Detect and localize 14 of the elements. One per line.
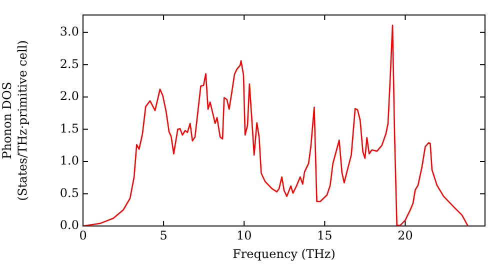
x-tick-label: 20 xyxy=(398,228,413,242)
x-tick-label: 5 xyxy=(160,228,168,242)
x-tick-label: 10 xyxy=(236,228,252,242)
y-tick-label: 2.5 xyxy=(60,56,79,71)
y-tick-label: 1.0 xyxy=(60,154,79,168)
y-tick-label: 0.0 xyxy=(60,218,79,232)
y-tick-label: 2.0 xyxy=(60,89,79,104)
x-tick-label: 15 xyxy=(317,228,332,242)
y-tick-label: 0.5 xyxy=(60,186,79,200)
y-tick-label: 1.5 xyxy=(60,121,79,136)
x-tick-label: 0 xyxy=(79,228,87,242)
y-tick-label: 3.0 xyxy=(60,24,79,39)
x-axis-title: Frequency (THz) xyxy=(232,246,336,261)
y-axis-title: Phonon DOS (States/THz·primitive cell) xyxy=(0,40,30,201)
